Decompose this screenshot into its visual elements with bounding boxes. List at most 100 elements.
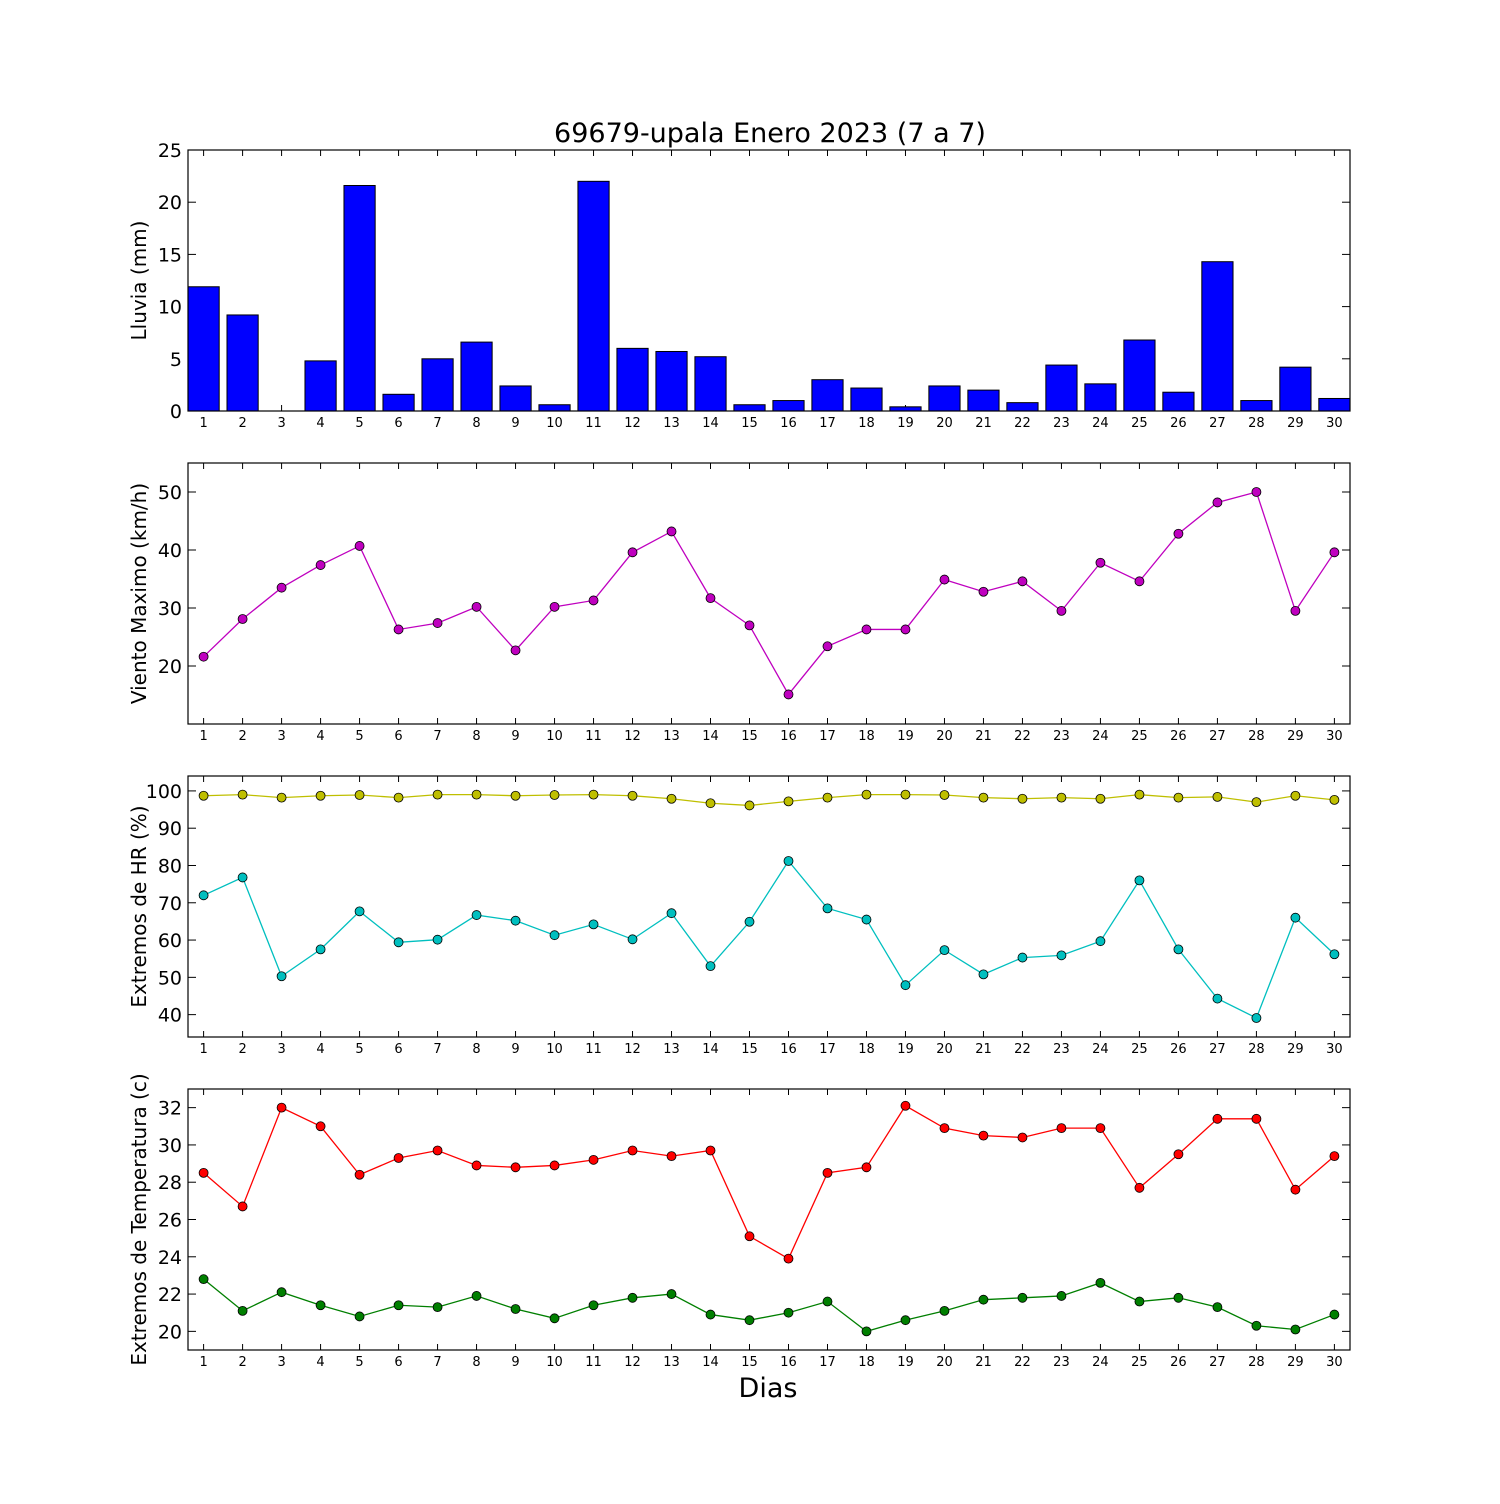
data-point xyxy=(276,582,287,593)
data-point xyxy=(1212,791,1223,802)
data-point xyxy=(744,1231,755,1242)
y-tick-label: 15 xyxy=(158,244,182,266)
x-tick-label: 1 xyxy=(199,729,207,744)
x-tick-label: 6 xyxy=(394,1042,402,1057)
x-tick-label: 18 xyxy=(858,729,875,744)
data-point xyxy=(666,1289,677,1299)
data-point xyxy=(1251,797,1262,807)
data-point xyxy=(276,792,287,803)
data-point xyxy=(588,789,599,800)
x-tick-label: 15 xyxy=(741,416,758,431)
x-tick-label: 21 xyxy=(975,1355,992,1370)
data-point xyxy=(939,945,950,956)
x-tick-label: 11 xyxy=(585,729,602,744)
data-point xyxy=(393,1153,404,1163)
data-point xyxy=(627,547,638,558)
x-tick-label: 27 xyxy=(1209,1355,1226,1370)
x-tick-label: 26 xyxy=(1170,416,1187,431)
x-tick-label: 5 xyxy=(355,1355,363,1370)
bar xyxy=(1279,366,1312,412)
x-tick-label: 14 xyxy=(702,1355,719,1370)
x-tick-label: 22 xyxy=(1014,1042,1031,1057)
data-point xyxy=(354,906,365,917)
data-point xyxy=(1056,950,1067,961)
data-point xyxy=(666,793,677,804)
x-tick-label: 28 xyxy=(1248,729,1265,744)
data-point xyxy=(1251,1113,1262,1124)
bar xyxy=(928,385,961,412)
data-point xyxy=(315,790,326,801)
x-tick-label: 19 xyxy=(897,1042,914,1057)
x-tick-label: 25 xyxy=(1131,729,1148,744)
data-point xyxy=(1134,789,1145,800)
x-tick-label: 20 xyxy=(936,416,953,431)
x-tick-label: 10 xyxy=(546,1042,563,1057)
x-tick-label: 22 xyxy=(1014,729,1031,744)
x-tick-label: 17 xyxy=(819,729,836,744)
x-tick-label: 10 xyxy=(546,1355,563,1370)
bar xyxy=(382,393,415,412)
data-point xyxy=(900,980,911,991)
x-tick-label: 30 xyxy=(1326,416,1343,431)
bar xyxy=(811,379,844,412)
data-point xyxy=(1017,1132,1028,1143)
x-tick-label: 8 xyxy=(472,1355,480,1370)
x-tick-label: 14 xyxy=(702,416,719,431)
data-point xyxy=(705,1309,716,1320)
x-tick-label: 22 xyxy=(1014,1355,1031,1370)
data-point xyxy=(1095,557,1106,568)
x-tick-label: 18 xyxy=(858,416,875,431)
data-point xyxy=(354,541,365,551)
bar xyxy=(1318,397,1351,412)
y-axis-label: Extremos de Temperatura (c) xyxy=(127,1073,151,1365)
bar xyxy=(967,389,1000,412)
data-point xyxy=(1173,1149,1184,1160)
data-point xyxy=(237,614,248,624)
data-point xyxy=(393,792,404,803)
data-point xyxy=(900,624,911,635)
data-point xyxy=(783,689,794,700)
data-point xyxy=(237,1201,248,1212)
x-tick-label: 16 xyxy=(780,1355,797,1370)
bar xyxy=(343,184,376,412)
x-tick-label: 10 xyxy=(546,416,563,431)
x-tick-label: 18 xyxy=(858,1042,875,1057)
x-tick-label: 20 xyxy=(936,729,953,744)
x-tick-label: 27 xyxy=(1209,1042,1226,1057)
x-tick-label: 11 xyxy=(585,1355,602,1370)
data-point xyxy=(276,1287,287,1298)
data-point xyxy=(1017,952,1028,963)
data-point xyxy=(198,1274,209,1285)
x-tick-label: 28 xyxy=(1248,1042,1265,1057)
data-point xyxy=(354,790,365,800)
bar xyxy=(187,286,220,412)
y-tick-label: 10 xyxy=(158,297,182,319)
x-tick-label: 21 xyxy=(975,1042,992,1057)
x-tick-label: 1 xyxy=(199,1355,207,1370)
y-tick-label: 20 xyxy=(158,192,182,214)
x-tick-label: 6 xyxy=(394,416,402,431)
data-point xyxy=(432,1145,443,1156)
data-point xyxy=(510,1304,521,1314)
x-tick-label: 7 xyxy=(433,1355,441,1370)
data-point xyxy=(1290,606,1301,616)
data-point xyxy=(1095,1277,1106,1288)
x-tick-label: 25 xyxy=(1131,1355,1148,1370)
y-tick-label: 100 xyxy=(146,781,182,803)
x-tick-label: 15 xyxy=(741,1355,758,1370)
x-tick-label: 12 xyxy=(624,729,641,744)
data-point xyxy=(549,601,560,612)
data-point xyxy=(1017,1292,1028,1303)
x-tick-label: 15 xyxy=(741,1042,758,1057)
x-tick-label: 10 xyxy=(546,729,563,744)
data-point xyxy=(1329,547,1340,558)
x-tick-label: 3 xyxy=(277,1355,285,1370)
x-tick-label: 29 xyxy=(1287,1355,1304,1370)
x-tick-label: 16 xyxy=(780,729,797,744)
data-point xyxy=(861,789,872,800)
y-tick-label: 20 xyxy=(158,656,182,678)
x-tick-label: 18 xyxy=(858,1355,875,1370)
data-point xyxy=(978,969,989,980)
data-point xyxy=(1056,1123,1067,1134)
bar xyxy=(655,350,688,412)
